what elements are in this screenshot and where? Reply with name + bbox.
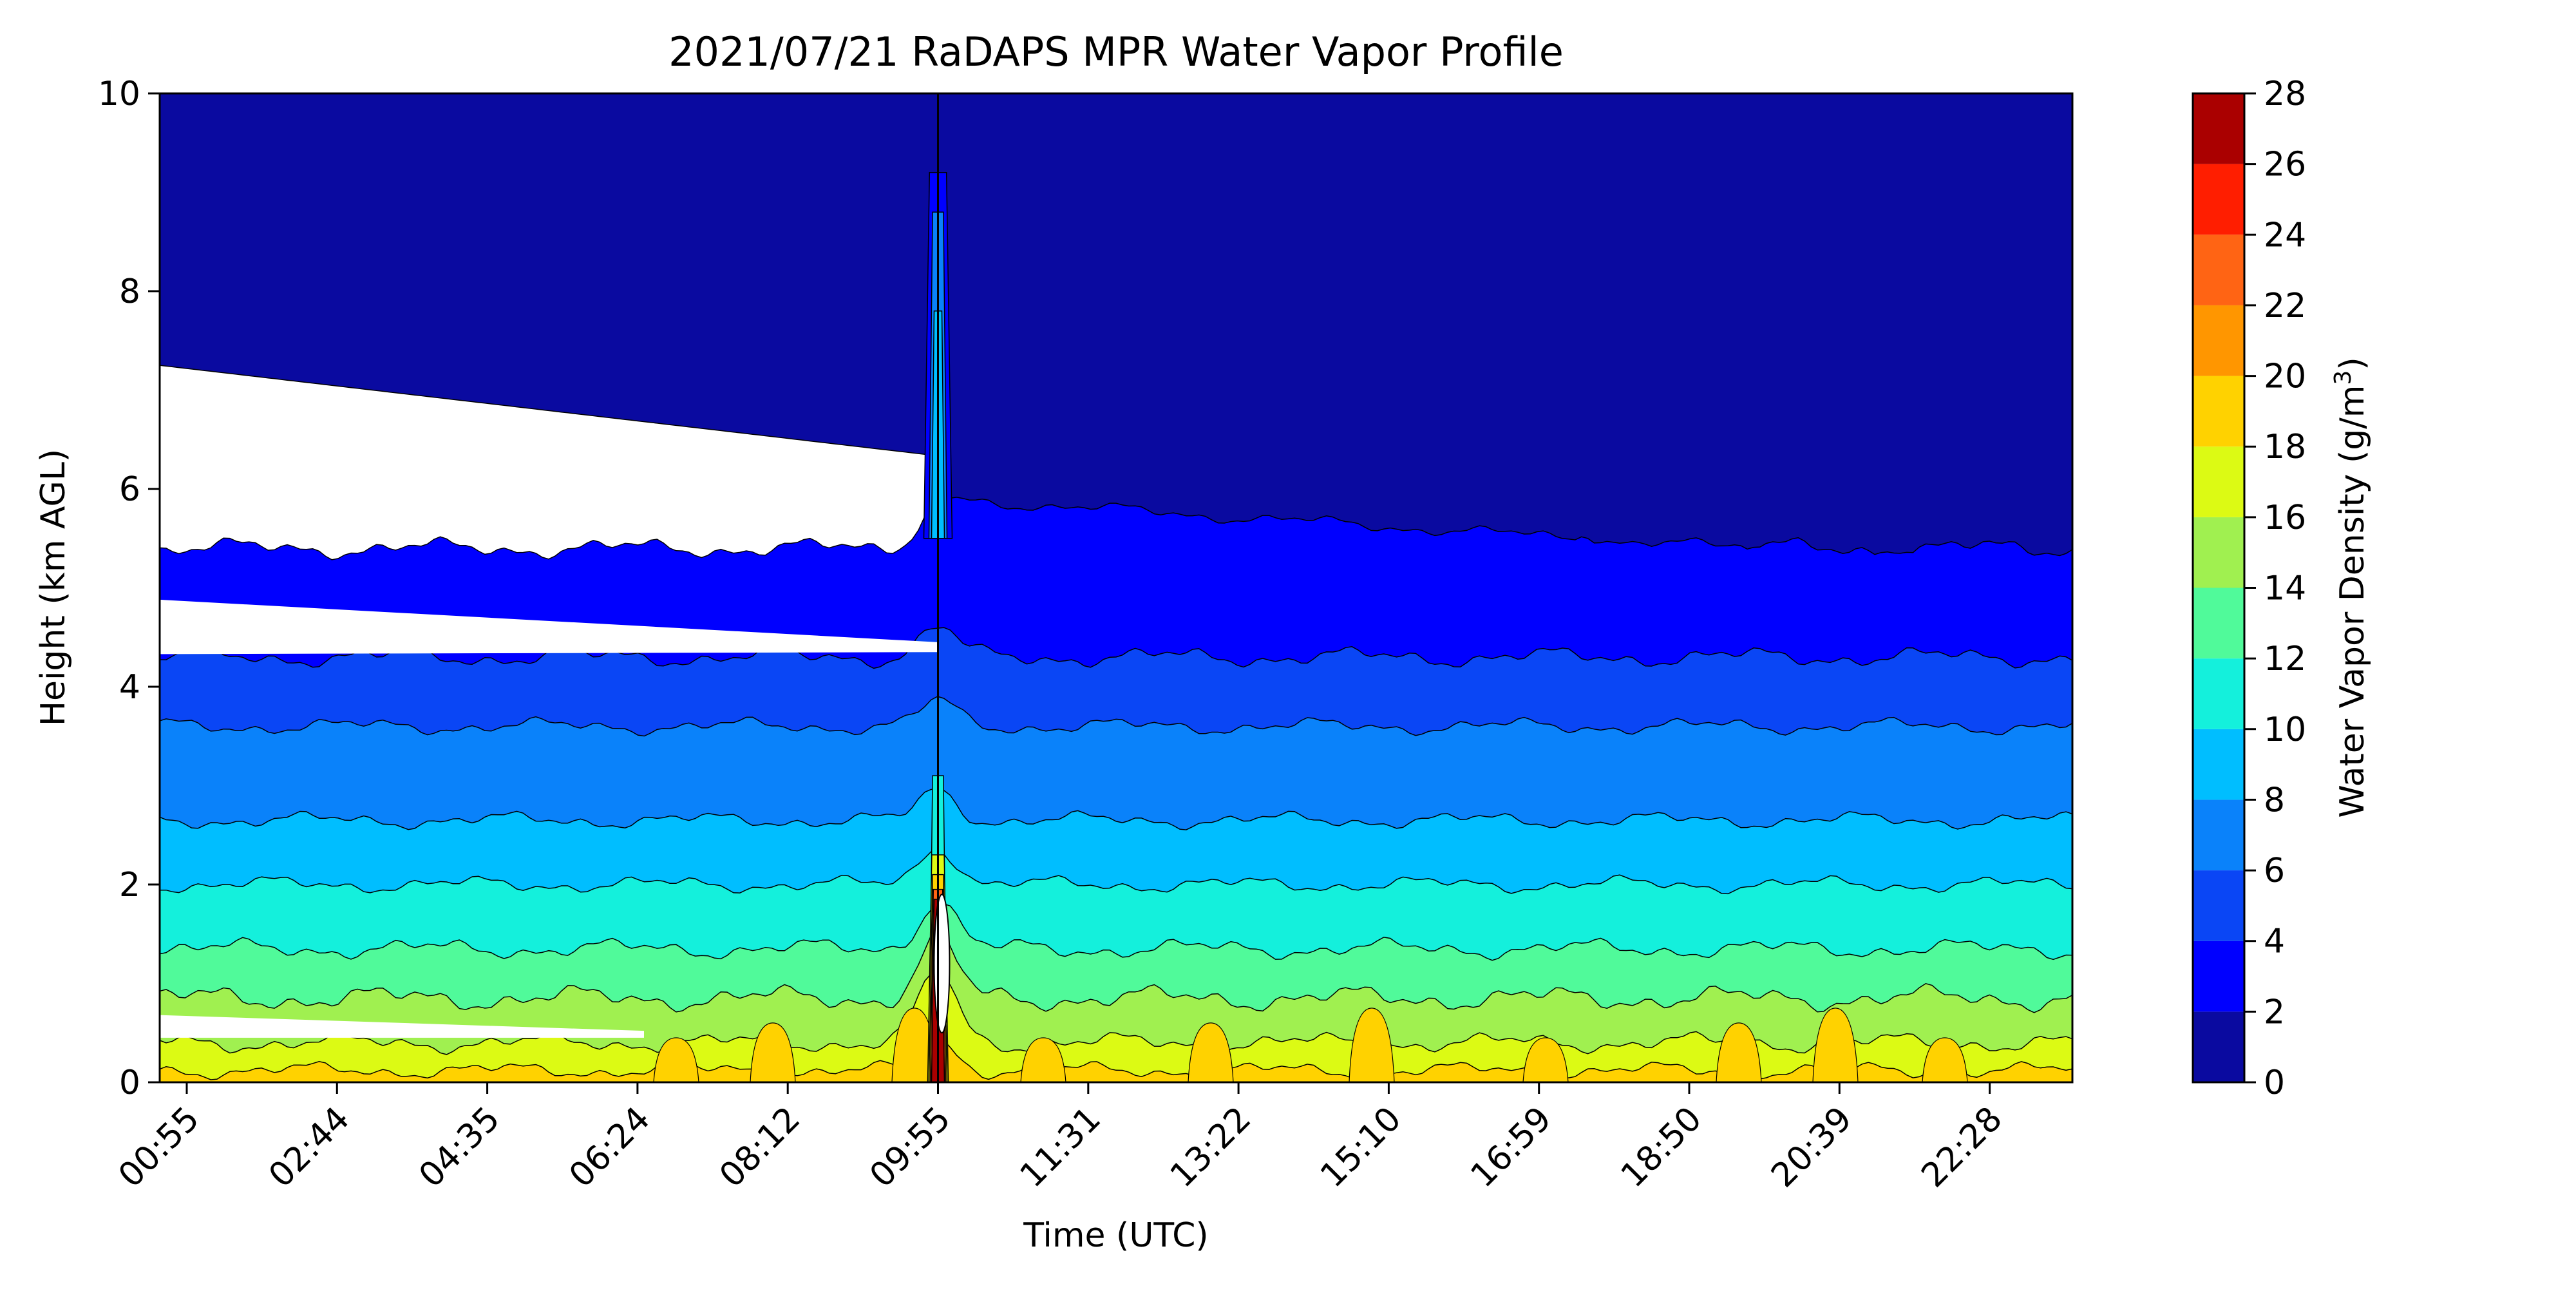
colorbar-tick-label: 6 (2264, 852, 2285, 890)
contour-patch-18 (1716, 1022, 1762, 1082)
x-tick-label: 15:10 (1313, 1100, 1408, 1195)
colorbar-label-main: Water Vapor Density (g/m (2333, 385, 2372, 818)
x-tick-label: 08:12 (712, 1100, 808, 1195)
contour-band-16 (160, 973, 2072, 1082)
colorbar-swatch-6 (2193, 799, 2244, 871)
contour-patch-18 (750, 1022, 796, 1082)
contour-patch-18 (1020, 1037, 1066, 1082)
contour-patch-18 (1522, 1037, 1569, 1082)
x-tick-label: 02:44 (261, 1100, 357, 1195)
y-tick-label: 2 (119, 866, 140, 904)
colorbar-swatch-18 (2193, 376, 2244, 447)
plot-frame (158, 92, 2074, 1084)
colorbar-swatch-20 (2193, 305, 2244, 376)
contour-patch-18 (1812, 1008, 1859, 1082)
y-tick-label: 0 (119, 1064, 140, 1102)
contour-band-14 (160, 926, 2072, 1082)
y-axis-label: Height (km AGL) (34, 449, 73, 726)
colorbar-tick-label: 2 (2264, 993, 2285, 1031)
x-tick-label: 09:55 (862, 1100, 958, 1195)
contour-patch-18 (653, 1037, 699, 1082)
contour-band-18 (160, 1038, 2072, 1082)
colorbar-swatch-26 (2193, 93, 2244, 164)
colorbar-tick-label: 8 (2264, 781, 2285, 819)
plot-area (158, 92, 2074, 1084)
contour-patch-18 (1188, 1022, 1234, 1082)
colorbar-tick-label: 20 (2264, 358, 2306, 396)
colorbar-swatch-22 (2193, 234, 2244, 305)
colorbar-tick-label: 12 (2264, 640, 2306, 678)
missing-data-gap (160, 599, 938, 655)
x-tick-label: 00:55 (111, 1100, 207, 1195)
y-axis: 0 2 4 6 8 10 (98, 75, 160, 1102)
missing-data-gap (160, 1015, 644, 1038)
colorbar-swatch-4 (2193, 870, 2244, 941)
colorbar-tick-label: 14 (2264, 569, 2306, 608)
colorbar-tick-label: 18 (2264, 428, 2306, 466)
x-tick-label: 13:22 (1163, 1100, 1258, 1195)
colorbar-swatch-8 (2193, 729, 2244, 800)
y-tick-label: 6 (119, 470, 140, 509)
x-tick-label: 18:50 (1614, 1100, 1709, 1195)
colorbar-swatch-2 (2193, 941, 2244, 1012)
colorbar-tick-label: 0 (2264, 1064, 2285, 1102)
x-axis-label: Time (UTC) (1023, 1216, 1208, 1255)
colorbar-swatch-10 (2193, 658, 2244, 729)
colorbar-swatch-16 (2193, 446, 2244, 517)
colorbar-swatch-14 (2193, 517, 2244, 588)
x-tick-label: 04:35 (412, 1100, 507, 1195)
spike-saturated-region (933, 894, 951, 1034)
x-tick-label: 22:28 (1914, 1100, 2009, 1195)
colorbar-swatch-24 (2193, 164, 2244, 235)
contour-patch-18 (1922, 1037, 1968, 1082)
x-tick-label: 11:31 (1013, 1100, 1108, 1195)
x-tick-label: 20:39 (1764, 1100, 1859, 1195)
y-tick-label: 8 (119, 273, 140, 311)
x-tick-label: 16:59 (1463, 1100, 1558, 1195)
colorbar-label-end: ) (2333, 357, 2372, 370)
chart-title: 2021/07/21 RaDAPS MPR Water Vapor Profil… (668, 28, 1564, 75)
colorbar-swatch-12 (2193, 588, 2244, 659)
colorbar-swatch-0 (2193, 1011, 2244, 1082)
y-tick-label: 4 (119, 668, 140, 707)
colorbar-tick-label: 16 (2264, 499, 2306, 537)
colorbar-tick-label: 28 (2264, 75, 2306, 113)
y-tick-label: 10 (98, 75, 140, 113)
colorbar-tick-label: 26 (2264, 146, 2306, 184)
x-tick-label: 06:24 (562, 1100, 658, 1195)
contour-patch-18 (1349, 1008, 1395, 1082)
colorbar-tick-label: 4 (2264, 923, 2285, 961)
colorbar-label-sup: 3 (2330, 370, 2356, 385)
colorbar-tick-label: 10 (2264, 711, 2306, 749)
colorbar-tick-label: 24 (2264, 216, 2306, 254)
colorbar-tick-label: 22 (2264, 287, 2306, 325)
x-axis: 00:55 02:44 04:35 06:24 08:12 09:55 11:31 13:22… (111, 1082, 2010, 1195)
colorbar-label: Water Vapor Density (g/m3) (2330, 357, 2372, 818)
